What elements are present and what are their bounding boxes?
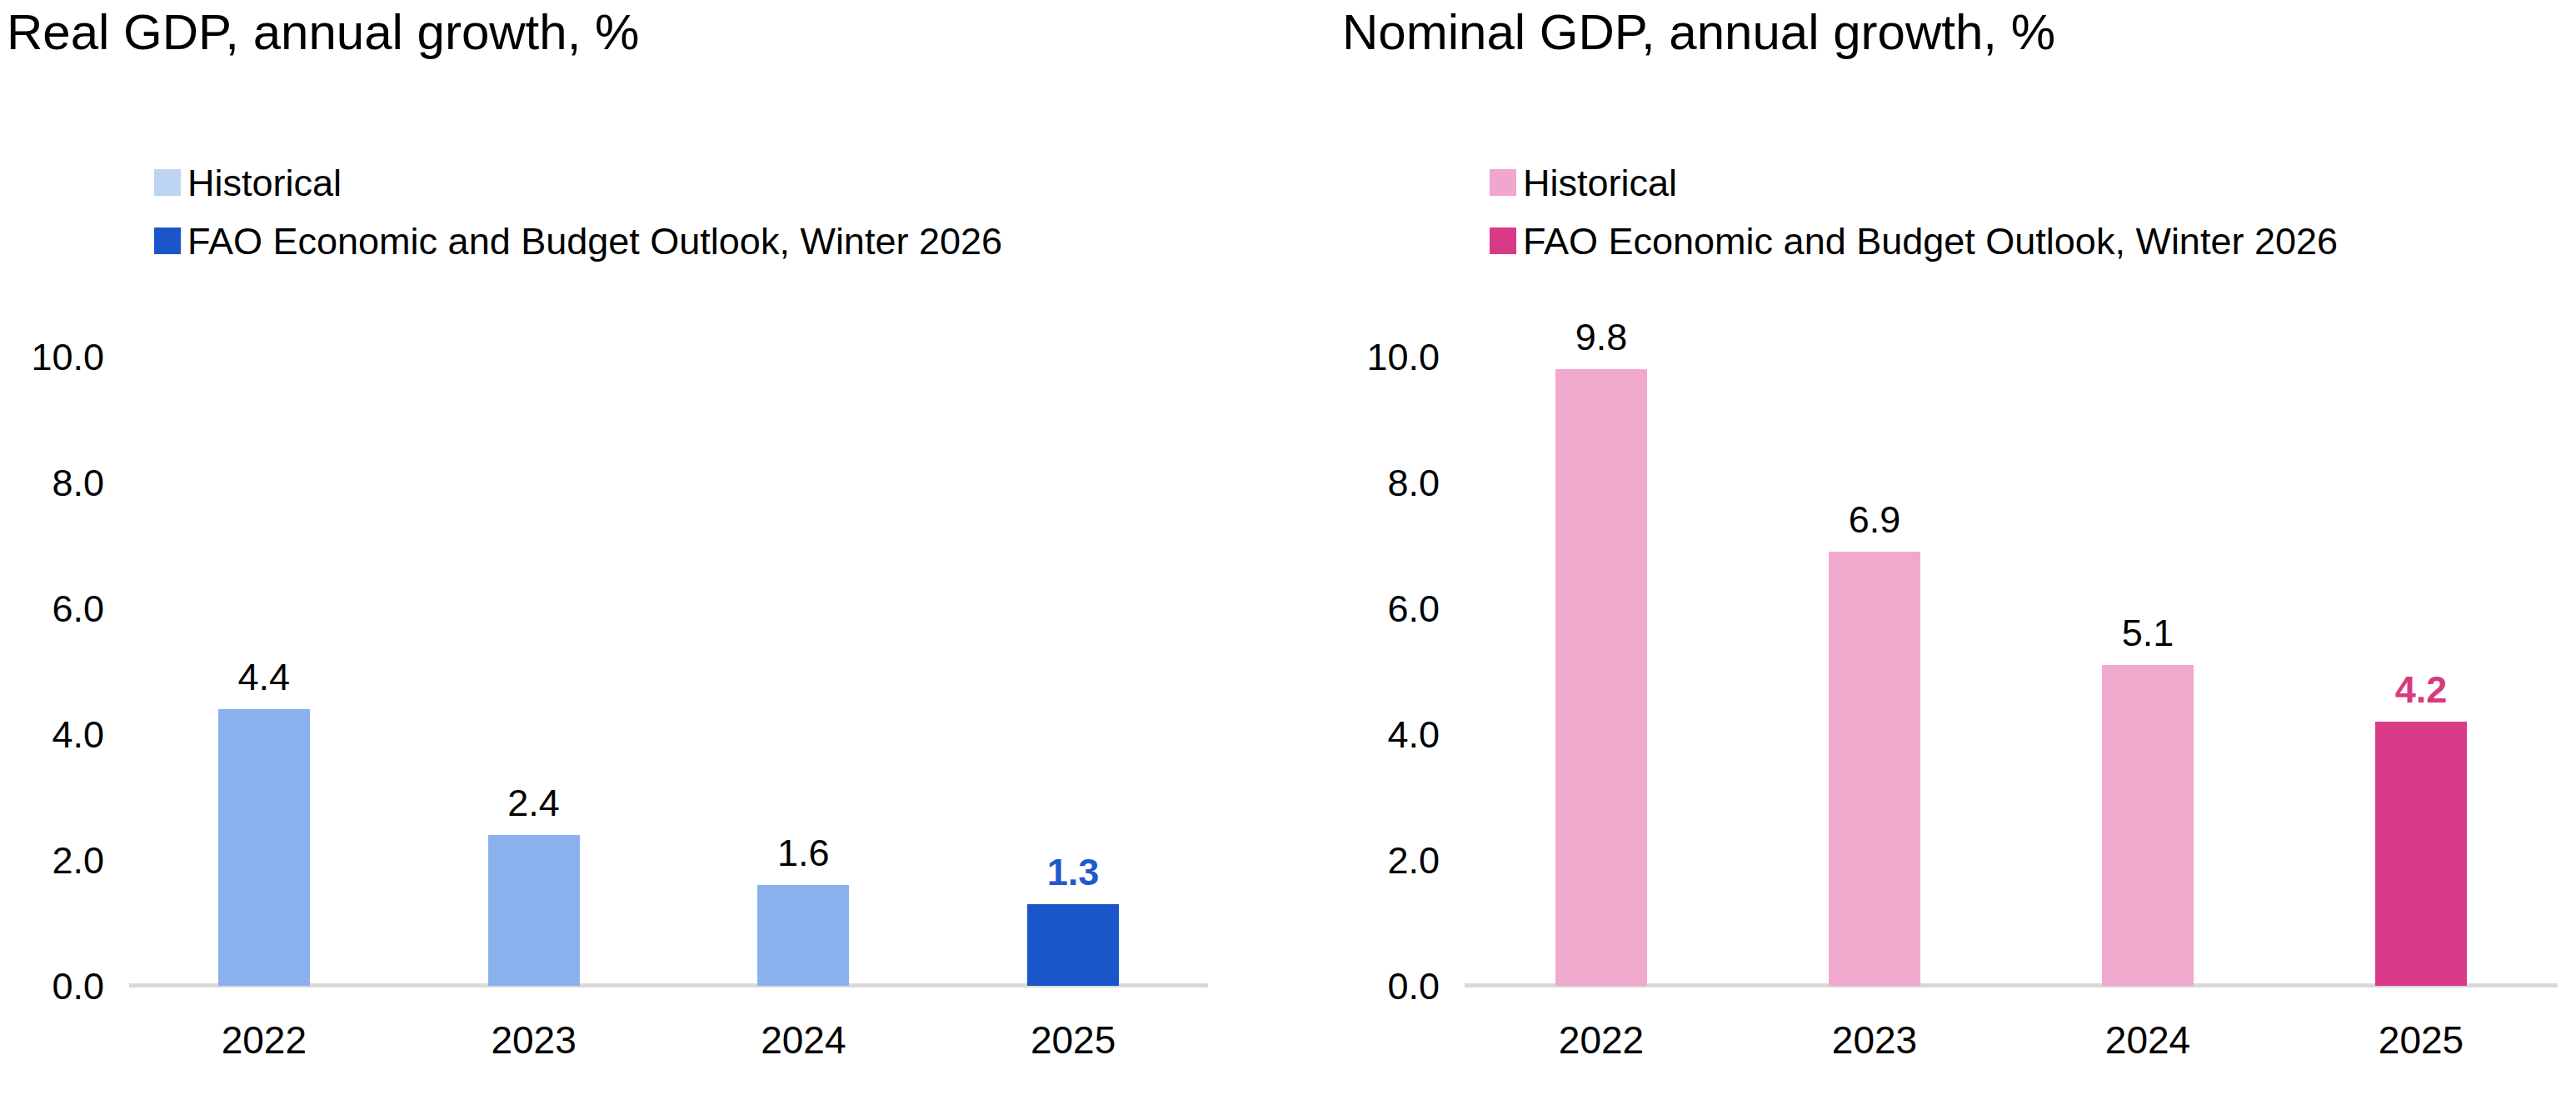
- category-column: 1.62024: [669, 357, 939, 986]
- x-tick-label: 2025: [2379, 1021, 2464, 1059]
- bar: [757, 885, 849, 986]
- legend-label: Historical: [1523, 164, 1677, 202]
- legend-item: Historical: [154, 162, 1002, 203]
- bar: [1555, 369, 1647, 986]
- legend-swatch-icon: [154, 169, 181, 196]
- category-column: 2.42023: [399, 357, 669, 986]
- x-tick-label: 2024: [2105, 1021, 2190, 1059]
- y-axis: 10.08.06.04.02.00.0: [1335, 357, 1465, 986]
- x-tick-label: 2023: [491, 1021, 576, 1059]
- bar: [1027, 904, 1119, 986]
- legend-item: FAO Economic and Budget Outlook, Winter …: [154, 220, 1002, 262]
- value-label: 1.3: [1047, 853, 1100, 891]
- x-tick-label: 2024: [761, 1021, 846, 1059]
- y-tick-label: 10.0: [31, 338, 104, 376]
- legend: Historical FAO Economic and Budget Outloo…: [1490, 162, 2338, 278]
- category-column: 1.32025: [938, 357, 1208, 986]
- x-tick-label: 2022: [1559, 1021, 1644, 1059]
- y-tick-label: 6.0: [1387, 590, 1440, 628]
- plot: 10.08.06.04.02.00.0 9.820226.920235.1202…: [1335, 357, 2558, 986]
- legend-label: FAO Economic and Budget Outlook, Winter …: [187, 222, 1002, 260]
- y-axis: 10.08.06.04.02.00.0: [0, 357, 129, 986]
- legend-item: FAO Economic and Budget Outlook, Winter …: [1490, 220, 2338, 262]
- y-tick-label: 4.0: [1387, 716, 1440, 753]
- bar: [1829, 552, 1920, 986]
- value-label: 4.2: [2395, 671, 2448, 708]
- bars: 9.820226.920235.120244.22025: [1465, 357, 2558, 986]
- y-tick-label: 0.0: [1387, 968, 1440, 1005]
- x-tick-label: 2025: [1031, 1021, 1116, 1059]
- bars: 4.420222.420231.620241.32025: [129, 357, 1208, 986]
- y-tick-label: 0.0: [52, 968, 104, 1005]
- y-tick-label: 2.0: [1387, 842, 1440, 879]
- value-label: 9.8: [1575, 318, 1628, 356]
- x-tick-label: 2022: [222, 1021, 307, 1059]
- legend: Historical FAO Economic and Budget Outloo…: [154, 162, 1002, 278]
- legend-label: FAO Economic and Budget Outlook, Winter …: [1523, 222, 2338, 260]
- real-gdp-chart-panel: Real GDP, annual growth, % Historical FAO…: [0, 0, 1288, 1110]
- category-column: 4.42022: [129, 357, 399, 986]
- chart-title: Real GDP, annual growth, %: [7, 3, 639, 61]
- nominal-gdp-chart-panel: Nominal GDP, annual growth, % Historical…: [1288, 0, 2576, 1110]
- y-tick-label: 2.0: [52, 842, 104, 879]
- bar: [218, 709, 310, 986]
- value-label: 4.4: [238, 658, 291, 696]
- category-column: 9.82022: [1465, 357, 1738, 986]
- bar: [2102, 665, 2194, 986]
- bar: [2375, 722, 2467, 986]
- bar: [488, 835, 580, 986]
- legend-swatch-icon: [1490, 228, 1516, 254]
- value-label: 5.1: [2122, 614, 2174, 652]
- y-tick-label: 8.0: [52, 464, 104, 502]
- value-label: 6.9: [1849, 501, 1901, 538]
- plot-area: 9.820226.920235.120244.22025: [1465, 357, 2558, 986]
- y-tick-label: 6.0: [52, 590, 104, 628]
- value-label: 1.6: [777, 834, 830, 872]
- gdp-growth-charts: Real GDP, annual growth, % Historical FAO…: [0, 0, 2576, 1110]
- category-column: 5.12024: [2011, 357, 2284, 986]
- value-label: 2.4: [507, 784, 560, 822]
- category-column: 6.92023: [1738, 357, 2011, 986]
- plot: 10.08.06.04.02.00.0 4.420222.420231.6202…: [0, 357, 1208, 986]
- plot-area: 4.420222.420231.620241.32025: [129, 357, 1208, 986]
- legend-label: Historical: [187, 164, 342, 202]
- legend-swatch-icon: [1490, 169, 1516, 196]
- y-tick-label: 4.0: [52, 716, 104, 753]
- y-tick-label: 8.0: [1387, 464, 1440, 502]
- category-column: 4.22025: [2284, 357, 2558, 986]
- chart-title: Nominal GDP, annual growth, %: [1342, 3, 2055, 61]
- y-tick-label: 10.0: [1366, 338, 1440, 376]
- legend-item: Historical: [1490, 162, 2338, 203]
- legend-swatch-icon: [154, 228, 181, 254]
- x-tick-label: 2023: [1832, 1021, 1917, 1059]
